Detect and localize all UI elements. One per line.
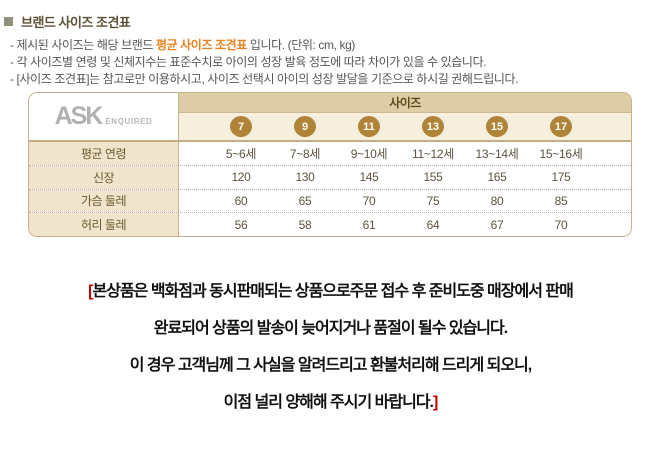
notice-line-2: 완료되어 상품의 발송이 늦어지거나 품절이 될수 있습니다.	[153, 320, 508, 337]
table-cell: 56	[234, 217, 248, 232]
sales-notice: [본상품은 백화점과 동시판매되는 상품으로주문 접수 후 준비도중 매장에서 …	[0, 273, 661, 421]
row-label: 평균 연령	[29, 142, 179, 165]
brand-logo: ASK ENQUIRED	[29, 93, 179, 140]
table-cell: 80	[490, 193, 504, 208]
table-cell: 70	[554, 217, 568, 232]
size-column-group-header: 사이즈	[179, 93, 631, 113]
notice-close-bracket: ]	[432, 394, 438, 411]
table-cell: 120	[231, 170, 251, 185]
bullet-line-1: - 제시된 사이즈는 해당 브랜드 평균 사이즈 조견표 입니다. (단위: c…	[10, 37, 661, 54]
table-cell: 155	[423, 170, 443, 185]
row-label: 신장	[29, 165, 179, 189]
size-badge: 9	[294, 116, 316, 137]
notice-line-1: [본상품은 백화점과 동시판매되는 상품으로주문 접수 후 준비도중 매장에서 …	[88, 283, 574, 300]
table-cell: 130	[295, 170, 315, 185]
size-table-header: ASK ENQUIRED 사이즈 7 9 11 13 15 17	[29, 93, 631, 142]
table-cell: 75	[426, 193, 440, 208]
size-table: ASK ENQUIRED 사이즈 7 9 11 13 15 17 평균 연령 5…	[28, 92, 632, 237]
size-badge: 17	[550, 116, 572, 137]
size-chart-header: 브랜드 사이즈 조견표 - 제시된 사이즈는 해당 브랜드 평균 사이즈 조견표…	[0, 12, 661, 88]
size-badge: 7	[230, 116, 252, 137]
row-label: 가슴 둘레	[29, 189, 179, 213]
page-title: 브랜드 사이즈 조견표	[21, 15, 131, 30]
table-row-average-age: 평균 연령 5~6세 7~8세 9~10세 11~12세 13~14세 15~1…	[29, 142, 631, 165]
table-cell: 7~8세	[289, 146, 321, 161]
notice-open-bracket: [	[88, 283, 93, 300]
table-row-chest: 가슴 둘레 60 65 70 75 80 85	[29, 188, 631, 213]
size-badge: 11	[358, 116, 380, 137]
table-cell: 67	[490, 217, 504, 232]
table-cell: 9~10세	[350, 146, 388, 161]
table-cell: 85	[554, 193, 568, 208]
table-cell: 165	[487, 170, 507, 185]
table-cell: 13~14세	[475, 146, 519, 161]
table-cell: 175	[551, 170, 571, 185]
bullet1-post: 입니다. (단위: cm, kg)	[246, 38, 355, 52]
brand-logo-text: ASK	[54, 102, 104, 130]
notice-line-4: 이점 널리 양해해 주시기 바랍니다.]	[223, 394, 439, 411]
brand-logo-subtext: ENQUIRED	[105, 116, 153, 126]
size-header-area: 사이즈 7 9 11 13 15 17	[179, 93, 631, 140]
row-label: 허리 둘레	[29, 213, 179, 236]
table-cell: 64	[426, 217, 440, 232]
size-badge: 15	[486, 116, 508, 137]
table-cell: 145	[359, 170, 379, 185]
size-badge: 13	[422, 116, 444, 137]
table-cell: 61	[362, 217, 376, 232]
notice-line-3: 이 경우 고객님께 그 사실을 알려드리고 환불처리해 드리게 되오니,	[129, 357, 532, 374]
bullet-lines: - 제시된 사이즈는 해당 브랜드 평균 사이즈 조견표 입니다. (단위: c…	[0, 37, 661, 88]
table-cell: 15~16세	[539, 146, 583, 161]
bullet-line-2: - 각 사이즈별 연령 및 신체지수는 표준수치로 아이의 성장 발육 정도에 …	[10, 55, 487, 69]
size-badge-row: 7 9 11 13 15 17	[179, 113, 631, 140]
table-row-waist: 허리 둘레 56 58 61 64 67 70	[29, 212, 631, 236]
bullet1-highlight: 평균 사이즈 조견표	[155, 38, 247, 52]
table-cell: 11~12세	[411, 146, 455, 161]
title-row: 브랜드 사이즈 조견표	[0, 12, 661, 31]
table-cell: 60	[234, 193, 248, 208]
table-cell: 58	[298, 217, 312, 232]
square-bullet-icon	[4, 17, 13, 26]
table-cell: 5~6세	[225, 146, 257, 161]
table-cell: 70	[362, 193, 376, 208]
table-cell: 65	[298, 193, 312, 208]
bullet1-pre: - 제시된 사이즈는 해당 브랜드	[10, 38, 156, 52]
table-row-height: 신장 120 130 145 155 165 175	[29, 164, 631, 189]
bullet-line-3: - [사이즈 조견표]는 참고로만 이용하시고, 사이즈 선택시 아이의 성장 …	[10, 72, 519, 86]
